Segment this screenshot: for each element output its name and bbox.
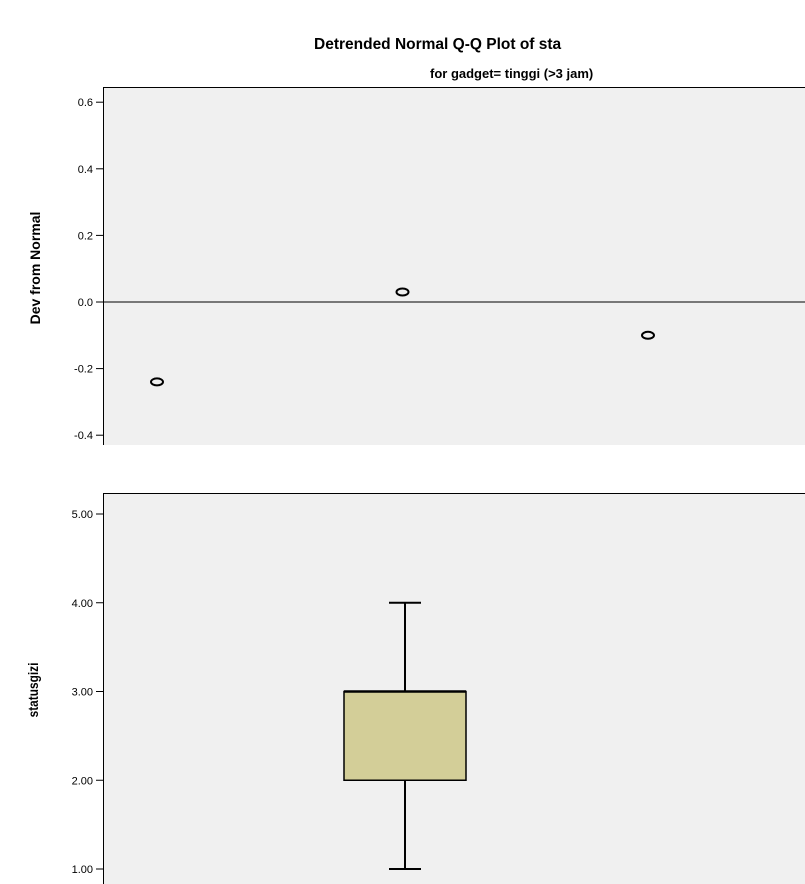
boxplot-y-tick-label: 3.00 [72, 687, 93, 699]
boxplot-y-tick-label: 1.00 [72, 864, 93, 876]
boxplot-y-ticks: 5.00 4.00 3.00 2.00 1.00 [72, 509, 103, 876]
qq-plot-title: Detrended Normal Q-Q Plot of sta [314, 36, 562, 53]
boxplot-y-tick-label: 4.00 [72, 598, 93, 610]
qq-y-tick-label: -0.2 [74, 364, 93, 376]
qq-y-tick-label: 0.2 [78, 230, 93, 242]
boxplot-area [103, 493, 805, 884]
boxplot-y-tick-label: 2.00 [72, 775, 93, 787]
qq-plot-points [150, 287, 655, 387]
qq-plot-panel: Detrended Normal Q-Q Plot of sta for gad… [27, 36, 805, 445]
qq-data-point [641, 330, 655, 340]
qq-plot-area [103, 87, 805, 445]
boxplot-box [343, 601, 467, 870]
qq-y-tick-label: -0.4 [74, 430, 93, 442]
qq-y-tick-label: 0.4 [78, 164, 93, 176]
qq-plot-subtitle: for gadget= tinggi (>3 jam) [430, 66, 593, 81]
qq-data-point [150, 377, 164, 387]
qq-y-tick-label: 0.6 [78, 97, 93, 109]
boxplot-y-axis-label: statusgizi [25, 663, 41, 718]
qq-data-point [395, 287, 410, 297]
qq-y-tick-label: 0.0 [78, 297, 93, 309]
interquartile-box [343, 690, 467, 781]
boxplot-y-tick-label: 5.00 [72, 509, 93, 521]
boxplot-panel: statusgizi 5.00 4.00 3.00 2.00 1.00 [25, 493, 805, 884]
qq-plot-y-ticks: 0.6 0.4 0.2 0.0 -0.2 -0.4 [74, 97, 103, 442]
qq-plot-y-axis-label: Dev from Normal [27, 212, 43, 325]
